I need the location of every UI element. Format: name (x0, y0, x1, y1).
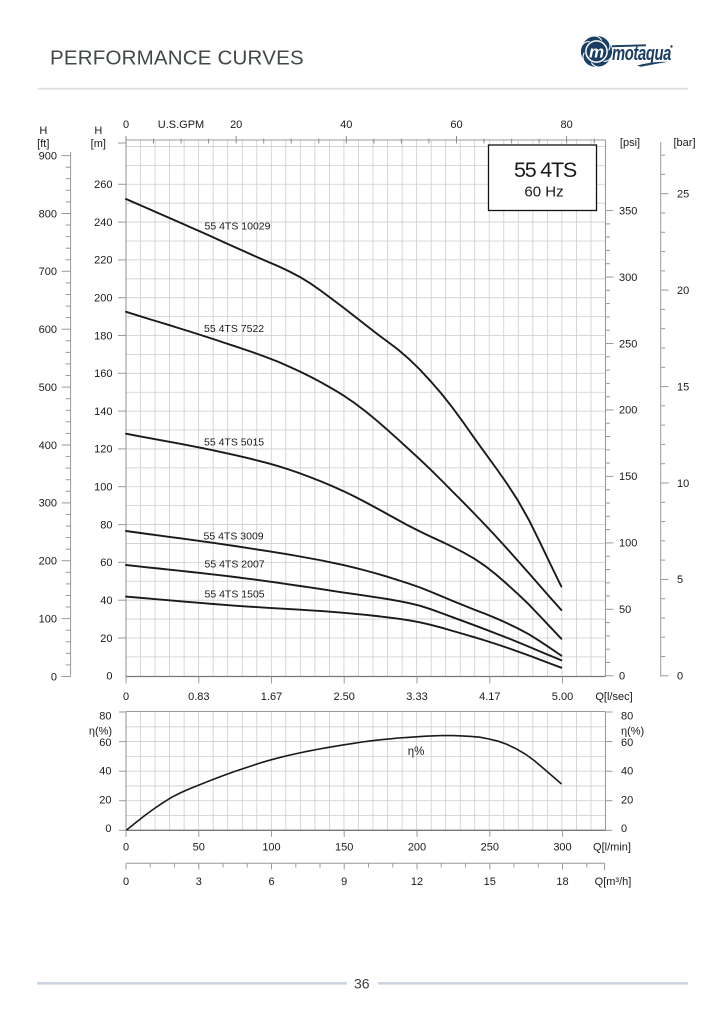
svg-text:40: 40 (100, 595, 112, 607)
svg-text:100: 100 (39, 613, 57, 625)
svg-text:0.83: 0.83 (188, 691, 209, 703)
svg-text:80: 80 (100, 519, 112, 531)
svg-text:400: 400 (39, 440, 57, 452)
svg-text:motaqua: motaqua (612, 42, 671, 65)
svg-text:U.S.GPM: U.S.GPM (158, 119, 204, 131)
svg-text:600: 600 (39, 324, 57, 336)
svg-text:200: 200 (619, 405, 637, 417)
svg-text:20: 20 (100, 633, 112, 645)
svg-text:55 4TS 5015: 55 4TS 5015 (204, 437, 264, 449)
svg-text:160: 160 (94, 368, 112, 380)
svg-text:40: 40 (340, 119, 352, 131)
svg-text:12: 12 (411, 876, 423, 888)
svg-text:20: 20 (99, 794, 111, 806)
svg-text:0: 0 (677, 671, 683, 683)
svg-text:55 4TS 1505: 55 4TS 1505 (205, 589, 265, 601)
svg-text:15: 15 (677, 381, 689, 393)
svg-text:60: 60 (450, 119, 462, 131)
svg-text:2.50: 2.50 (333, 691, 354, 703)
svg-text:18: 18 (556, 876, 568, 888)
svg-text:200: 200 (39, 556, 57, 568)
svg-text:40: 40 (621, 766, 633, 778)
svg-text:3: 3 (196, 876, 202, 888)
svg-text:36: 36 (354, 975, 370, 991)
svg-text:[bar]: [bar] (673, 137, 695, 149)
svg-text:0: 0 (123, 691, 129, 703)
svg-text:200: 200 (408, 842, 426, 854)
svg-text:5.00: 5.00 (552, 691, 573, 703)
svg-text:0: 0 (51, 671, 57, 683)
svg-text:0: 0 (123, 842, 129, 854)
svg-text:800: 800 (39, 208, 57, 220)
svg-text:10: 10 (677, 478, 689, 490)
svg-text:6: 6 (268, 876, 274, 888)
svg-text:55 4TS: 55 4TS (514, 158, 577, 182)
svg-text:[m]: [m] (91, 138, 106, 150)
svg-text:55 4TS 7522: 55 4TS 7522 (204, 323, 264, 335)
svg-text:3.33: 3.33 (406, 691, 427, 703)
svg-text:20: 20 (677, 285, 689, 297)
svg-text:250: 250 (619, 338, 637, 350)
svg-text:250: 250 (481, 842, 499, 854)
svg-text:25: 25 (677, 189, 689, 201)
svg-text:50: 50 (619, 604, 631, 616)
svg-text:60: 60 (100, 557, 112, 569)
svg-text:150: 150 (335, 842, 353, 854)
svg-text:180: 180 (94, 330, 112, 342)
svg-text:Q[m³/h]: Q[m³/h] (595, 876, 632, 888)
svg-text:140: 140 (94, 406, 112, 418)
svg-text:55 4TS 10029: 55 4TS 10029 (205, 221, 271, 233)
svg-text:80: 80 (621, 711, 633, 723)
svg-text:60: 60 (99, 737, 111, 749)
svg-text:1.67: 1.67 (261, 691, 282, 703)
svg-text:40: 40 (99, 766, 111, 778)
svg-text:PERFORMANCE CURVES: PERFORMANCE CURVES (50, 47, 304, 70)
svg-text:20: 20 (621, 794, 633, 806)
svg-text:100: 100 (94, 482, 112, 494)
svg-text:0: 0 (106, 671, 112, 683)
svg-text:[ft]: [ft] (37, 138, 49, 150)
svg-text:η%: η% (408, 746, 425, 758)
svg-text:100: 100 (262, 842, 280, 854)
svg-text:500: 500 (39, 382, 57, 394)
svg-text:260: 260 (94, 179, 112, 191)
svg-text:240: 240 (94, 217, 112, 229)
svg-text:200: 200 (94, 293, 112, 305)
svg-text:60 Hz: 60 Hz (524, 184, 563, 201)
svg-text:300: 300 (553, 842, 571, 854)
svg-text:15: 15 (484, 876, 496, 888)
svg-text:300: 300 (619, 272, 637, 284)
svg-text:700: 700 (39, 266, 57, 278)
svg-text:20: 20 (230, 119, 242, 131)
svg-text:η(%): η(%) (621, 726, 644, 738)
svg-text:η(%): η(%) (89, 726, 112, 738)
svg-text:50: 50 (193, 842, 205, 854)
svg-text:H: H (39, 125, 47, 137)
svg-text:100: 100 (619, 538, 637, 550)
svg-text:350: 350 (619, 205, 637, 217)
svg-text:150: 150 (619, 471, 637, 483)
svg-text:9: 9 (341, 876, 347, 888)
svg-text:Q[l/sec]: Q[l/sec] (595, 691, 632, 703)
svg-text:0: 0 (105, 823, 111, 835)
svg-text:Q[l/min]: Q[l/min] (593, 842, 631, 854)
svg-text:120: 120 (94, 444, 112, 456)
svg-text:220: 220 (94, 255, 112, 267)
svg-text:4.17: 4.17 (479, 691, 500, 703)
svg-text:0: 0 (123, 876, 129, 888)
svg-text:0: 0 (619, 671, 625, 683)
svg-text:80: 80 (99, 711, 111, 723)
svg-text:[psi]: [psi] (620, 137, 640, 149)
svg-text:0: 0 (621, 823, 627, 835)
svg-text:5: 5 (677, 574, 683, 586)
svg-text:300: 300 (39, 498, 57, 510)
svg-text:60: 60 (621, 737, 633, 749)
svg-text:H: H (94, 125, 102, 137)
svg-text:0: 0 (123, 119, 129, 131)
svg-text:55 4TS 3009: 55 4TS 3009 (204, 531, 264, 543)
svg-text:55 4TS 2007: 55 4TS 2007 (205, 559, 265, 571)
svg-text:900: 900 (39, 150, 57, 162)
svg-text:80: 80 (560, 119, 572, 131)
svg-text:m: m (589, 43, 604, 62)
